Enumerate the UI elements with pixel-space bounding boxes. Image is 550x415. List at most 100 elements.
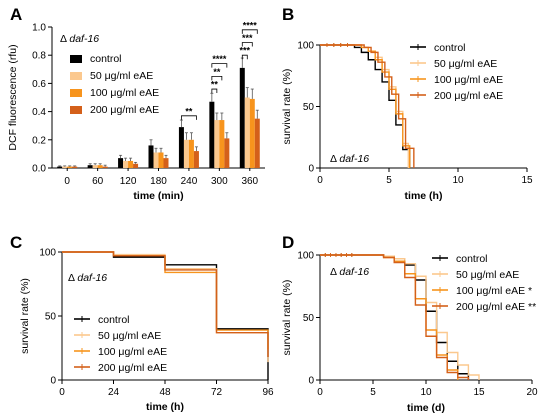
annotation-text: Δ daf-16 xyxy=(60,33,99,45)
x-axis-title: time (min) xyxy=(133,190,183,202)
significance-label: **** xyxy=(212,54,227,64)
y-axis-title: survival rate (%) xyxy=(281,69,293,145)
x-tick-label: 10 xyxy=(452,175,464,186)
y-tick-label: 0 xyxy=(308,376,314,387)
bar xyxy=(123,160,129,168)
panel-b: B 0 50 100 0 5 10 15 survival rate (%) time (h) Δ … xyxy=(281,5,533,202)
y-tick-label: 100 xyxy=(297,41,314,52)
legend-label: control xyxy=(90,53,122,65)
bar xyxy=(57,166,63,168)
x-tick-label: 60 xyxy=(92,176,104,187)
x-tick-label: 0 xyxy=(317,387,323,398)
bar xyxy=(62,166,68,168)
legend-label: control xyxy=(98,314,130,326)
y-tick-label: 0.2 xyxy=(32,135,46,146)
x-axis-title: time (h) xyxy=(405,190,443,202)
significance-label: ** xyxy=(213,67,221,77)
legend-swatch xyxy=(70,72,82,80)
bar xyxy=(183,139,189,168)
legend-label: 200 μg/ml eAE ** xyxy=(456,301,536,313)
x-tick-label: 5 xyxy=(386,175,392,186)
legend-label: 50 μg/ml eAE xyxy=(456,269,519,281)
bar xyxy=(178,127,184,168)
y-tick-label: 50 xyxy=(45,312,57,323)
bar xyxy=(97,165,103,168)
legend-label: 200 μg/ml eAE xyxy=(98,362,167,374)
significance-bracket xyxy=(241,54,248,60)
bar xyxy=(92,165,98,168)
x-tick-label: 180 xyxy=(150,176,167,187)
legend-label: 100 μg/ml eAE * xyxy=(456,285,532,297)
bar xyxy=(193,151,199,168)
x-tick-label: 360 xyxy=(241,176,258,187)
bar xyxy=(148,145,154,168)
legend-label: 200 μg/ml eAE xyxy=(90,104,159,116)
bar xyxy=(224,138,230,168)
legend-swatch xyxy=(70,89,82,97)
bar xyxy=(128,160,134,168)
bar xyxy=(133,163,139,168)
bar xyxy=(102,166,108,168)
bar xyxy=(239,67,245,168)
bar xyxy=(254,118,260,168)
x-tick-label: 0 xyxy=(64,176,70,187)
x-tick-label: 15 xyxy=(473,387,485,398)
x-tick-label: 15 xyxy=(521,175,533,186)
y-axis-title: survival rate (%) xyxy=(281,280,293,356)
annotation-text: Δ daf-16 xyxy=(330,266,369,278)
y-tick-label: 50 xyxy=(303,102,315,113)
x-tick-label: 96 xyxy=(262,387,274,398)
x-tick-label: 48 xyxy=(159,387,171,398)
bar xyxy=(188,139,194,168)
panel-a: A0.00.20.40.60.81.00 60 120 180 240 300 360***… xyxy=(7,5,265,202)
y-tick-label: 0.8 xyxy=(32,51,46,62)
y-tick-label: 0.6 xyxy=(32,79,46,90)
x-axis-title: time (h) xyxy=(146,401,184,413)
annotation-text: Δ daf-16 xyxy=(68,272,107,284)
y-tick-label: 50 xyxy=(303,313,315,324)
significance-bracket xyxy=(181,115,197,120)
significance-bracket xyxy=(211,75,223,81)
significance-bracket xyxy=(211,88,218,94)
y-tick-label: 0.0 xyxy=(32,164,46,175)
x-axis-title: time (d) xyxy=(407,402,445,414)
panel-label: D xyxy=(282,233,294,252)
legend-label: 50 μg/ml eAE xyxy=(98,330,161,342)
y-tick-label: 100 xyxy=(297,251,314,262)
x-tick-label: 240 xyxy=(181,176,198,187)
panel-label: A xyxy=(10,5,22,24)
legend-swatch xyxy=(70,55,82,63)
legend-label: 100 μg/ml eAE xyxy=(90,87,159,99)
legend-label: control xyxy=(456,253,488,265)
legend-label: 100 μg/ml eAE xyxy=(98,346,167,358)
legend-label: 200 μg/ml eAE xyxy=(434,90,503,102)
bar xyxy=(118,158,124,168)
x-tick-label: 120 xyxy=(120,176,137,187)
y-axis-title: survival rate (%) xyxy=(19,278,31,354)
bar xyxy=(214,120,220,168)
survival-line xyxy=(320,44,415,168)
y-tick-label: 100 xyxy=(39,248,56,259)
significance-label: ** xyxy=(211,80,219,90)
significance-bracket xyxy=(211,63,228,68)
x-tick-label: 72 xyxy=(211,387,223,398)
y-tick-label: 1.0 xyxy=(32,23,46,34)
bar xyxy=(87,165,93,168)
significance-label: ** xyxy=(185,106,193,116)
x-tick-label: 5 xyxy=(370,387,376,398)
y-axis-title: DCF fluorescence (rfu) xyxy=(7,44,19,150)
survival-line xyxy=(62,251,269,357)
panel-c: C 0 50 100 0 24 48 72 96 survival rate (%) time (h… xyxy=(10,233,274,413)
x-tick-label: 300 xyxy=(211,176,228,187)
legend-label: 50 μg/ml eAE xyxy=(434,58,497,70)
y-tick-label: 0 xyxy=(50,376,56,387)
annotation-text: Δ daf-16 xyxy=(330,153,369,165)
legend-swatch xyxy=(70,106,82,114)
legend-label: control xyxy=(434,42,466,54)
bar xyxy=(219,120,225,168)
y-tick-label: 0 xyxy=(308,164,314,175)
survival-line xyxy=(320,44,411,168)
x-tick-label: 24 xyxy=(108,387,120,398)
x-tick-label: 0 xyxy=(59,387,65,398)
panel-label: B xyxy=(282,5,294,24)
